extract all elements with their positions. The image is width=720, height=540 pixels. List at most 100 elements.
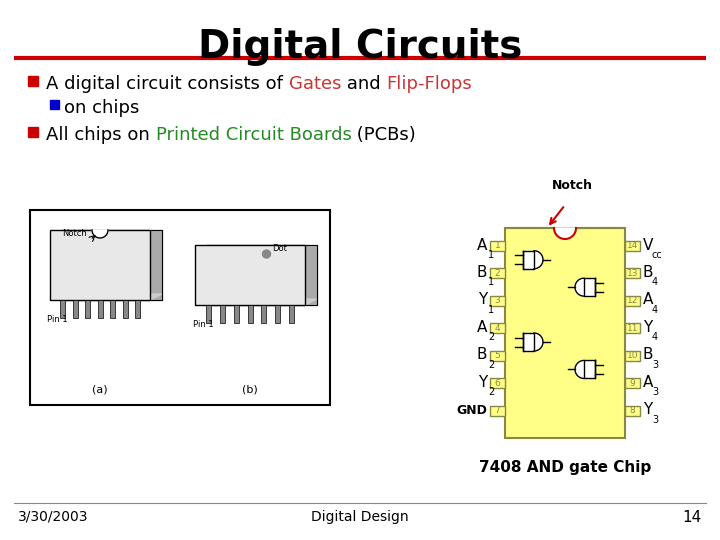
Bar bbox=[625, 268, 640, 279]
Text: 1: 1 bbox=[488, 305, 494, 315]
Bar bbox=[625, 296, 640, 306]
Text: 3: 3 bbox=[652, 415, 658, 424]
Text: A: A bbox=[643, 375, 653, 390]
Text: 3: 3 bbox=[652, 387, 658, 397]
Bar bbox=[60, 300, 65, 318]
Bar bbox=[220, 305, 225, 323]
Bar bbox=[490, 323, 505, 333]
Text: A: A bbox=[477, 320, 487, 335]
Text: 3: 3 bbox=[652, 360, 658, 370]
Text: 6: 6 bbox=[495, 379, 500, 388]
Bar bbox=[28, 127, 38, 137]
Bar bbox=[28, 76, 38, 86]
Bar bbox=[625, 406, 640, 416]
Text: Y: Y bbox=[478, 375, 487, 390]
Polygon shape bbox=[62, 230, 162, 300]
Text: 1: 1 bbox=[488, 250, 494, 260]
Text: Y: Y bbox=[478, 292, 487, 307]
Text: 4: 4 bbox=[652, 305, 658, 315]
Bar bbox=[248, 305, 253, 323]
Text: Digital Circuits: Digital Circuits bbox=[198, 28, 522, 66]
Bar bbox=[135, 300, 140, 318]
Text: A: A bbox=[643, 292, 653, 307]
Text: 7408 AND gate Chip: 7408 AND gate Chip bbox=[479, 460, 651, 475]
Text: B: B bbox=[643, 347, 654, 362]
Circle shape bbox=[263, 250, 271, 258]
Text: 4: 4 bbox=[652, 332, 658, 342]
Polygon shape bbox=[523, 251, 534, 269]
Text: 9: 9 bbox=[629, 379, 635, 388]
Bar bbox=[234, 305, 239, 323]
Text: A: A bbox=[477, 238, 487, 253]
Polygon shape bbox=[584, 278, 595, 296]
Text: All chips on: All chips on bbox=[46, 126, 156, 144]
Bar bbox=[122, 300, 127, 318]
Text: Printed Circuit Boards: Printed Circuit Boards bbox=[156, 126, 351, 144]
Polygon shape bbox=[534, 333, 543, 351]
Text: 8: 8 bbox=[629, 406, 635, 415]
Bar bbox=[261, 305, 266, 323]
Text: Pin 1: Pin 1 bbox=[193, 320, 214, 329]
Polygon shape bbox=[92, 230, 108, 238]
Bar bbox=[490, 268, 505, 279]
Text: 4: 4 bbox=[652, 278, 658, 287]
Bar bbox=[110, 300, 115, 318]
Bar bbox=[625, 350, 640, 361]
Text: and: and bbox=[341, 75, 387, 93]
Polygon shape bbox=[523, 333, 534, 351]
Polygon shape bbox=[575, 360, 584, 379]
Text: Y: Y bbox=[643, 320, 652, 335]
Bar bbox=[505, 228, 625, 438]
Bar bbox=[490, 378, 505, 388]
Text: 1: 1 bbox=[495, 241, 500, 251]
Bar bbox=[30, 210, 330, 405]
Text: Dot: Dot bbox=[272, 244, 287, 253]
Text: (b): (b) bbox=[242, 385, 258, 395]
Text: 11: 11 bbox=[626, 324, 638, 333]
Text: Flip-Flops: Flip-Flops bbox=[387, 75, 472, 93]
Text: B: B bbox=[643, 265, 654, 280]
Bar bbox=[206, 305, 211, 323]
Bar bbox=[625, 241, 640, 251]
Text: V: V bbox=[643, 238, 653, 253]
Bar bbox=[625, 323, 640, 333]
Text: Gates: Gates bbox=[289, 75, 341, 93]
Bar bbox=[490, 241, 505, 251]
Polygon shape bbox=[554, 228, 576, 239]
Text: 7: 7 bbox=[495, 406, 500, 415]
Text: Y: Y bbox=[643, 402, 652, 417]
Bar bbox=[50, 100, 59, 109]
Text: Notch: Notch bbox=[62, 229, 87, 238]
Text: B: B bbox=[477, 265, 487, 280]
Text: 12: 12 bbox=[627, 296, 638, 305]
Text: on chips: on chips bbox=[64, 99, 140, 117]
Bar bbox=[490, 406, 505, 416]
Bar bbox=[73, 300, 78, 318]
Text: 1: 1 bbox=[488, 278, 494, 287]
Bar bbox=[275, 305, 280, 323]
Text: (a): (a) bbox=[92, 385, 108, 395]
Polygon shape bbox=[50, 294, 162, 300]
Polygon shape bbox=[195, 299, 317, 305]
Text: 2: 2 bbox=[488, 360, 494, 370]
Text: (PCBs): (PCBs) bbox=[351, 126, 416, 144]
Bar bbox=[85, 300, 90, 318]
Polygon shape bbox=[534, 251, 543, 269]
Text: 13: 13 bbox=[626, 269, 638, 278]
Bar bbox=[490, 296, 505, 306]
Text: cc: cc bbox=[652, 250, 662, 260]
Polygon shape bbox=[575, 278, 584, 296]
Bar bbox=[625, 378, 640, 388]
Text: 10: 10 bbox=[626, 351, 638, 360]
Polygon shape bbox=[584, 360, 595, 379]
Bar bbox=[97, 300, 102, 318]
Text: 2: 2 bbox=[488, 387, 494, 397]
Text: Digital Design: Digital Design bbox=[311, 510, 409, 524]
Text: 3/30/2003: 3/30/2003 bbox=[18, 510, 89, 524]
Bar bbox=[490, 350, 505, 361]
Text: A digital circuit consists of: A digital circuit consists of bbox=[46, 75, 289, 93]
Polygon shape bbox=[207, 245, 317, 305]
Text: 5: 5 bbox=[495, 351, 500, 360]
Text: GND: GND bbox=[456, 404, 487, 417]
Text: Pin 1: Pin 1 bbox=[47, 315, 67, 324]
